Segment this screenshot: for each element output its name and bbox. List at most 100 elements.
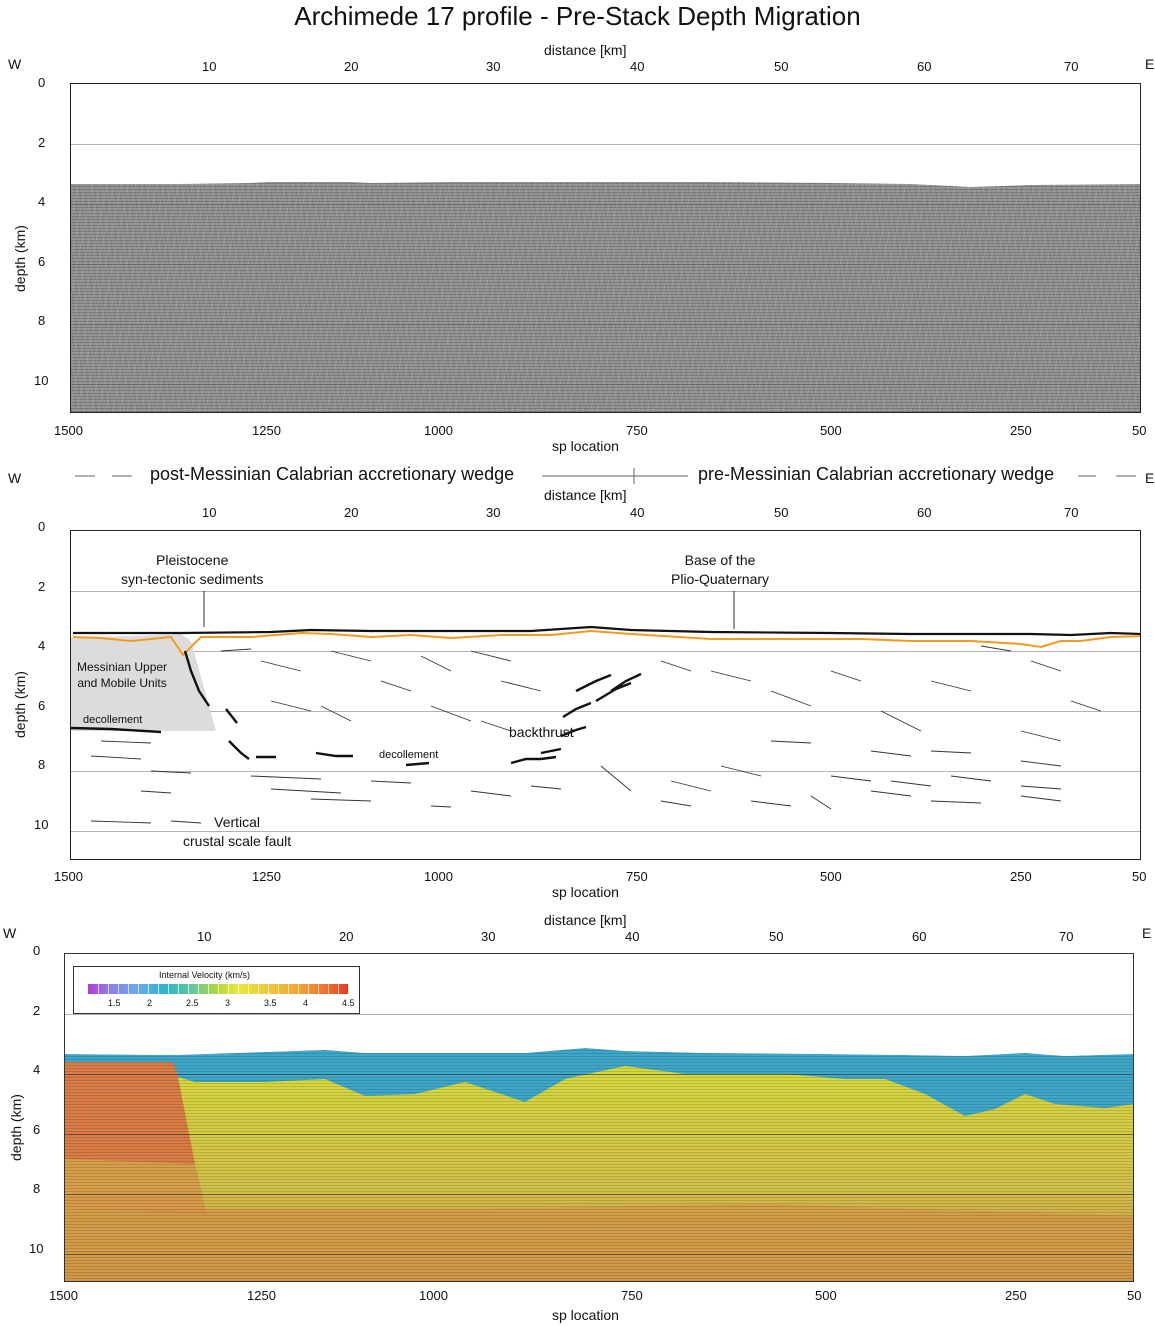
- legend-bin-divider: [278, 984, 279, 994]
- page-title: Archimede 17 profile - Pre-Stack Depth M…: [294, 1, 861, 31]
- distance-tick: 30: [486, 59, 501, 74]
- sp-axis-label: sp location: [552, 884, 619, 900]
- depth-ticks: 0 2 4 6 8 10: [0, 460, 60, 880]
- legend-bin-divider: [148, 984, 149, 994]
- sp-tick: 250: [1010, 423, 1032, 438]
- sp-tick: 50: [1132, 423, 1147, 438]
- plio-base-line: [72, 629, 1140, 657]
- sp-tick: 1000: [424, 869, 453, 884]
- distance-tick: 40: [625, 929, 640, 944]
- distance-tick: 40: [630, 505, 645, 520]
- legend-bin-divider: [218, 984, 219, 994]
- distance-tick: 30: [481, 929, 496, 944]
- legend-bin-divider: [178, 984, 179, 994]
- legend-bin-divider: [258, 984, 259, 994]
- distance-tick: 10: [202, 505, 217, 520]
- distance-ticks: 10 20 30 40 50 60 70: [0, 506, 1155, 522]
- sp-tick: 500: [820, 423, 842, 438]
- distance-axis-label: distance [km]: [544, 912, 627, 928]
- legend-bin-divider: [168, 984, 169, 994]
- depth-axis-label: depth (km): [12, 671, 28, 738]
- distance-tick: 10: [202, 59, 217, 74]
- pleistocene-label: Pleistocene syn-tectonic sediments: [121, 552, 264, 587]
- sp-ticks: 1500 1250 1000 750 500 250 50: [0, 870, 1155, 886]
- east-label: E: [1145, 470, 1155, 486]
- sp-tick: 1250: [247, 1288, 276, 1303]
- depth-tick: 8: [38, 313, 46, 328]
- velocity-plot: Internal Velocity (km/s) 1.5 2 2.5 3 3.5 4 4.5: [64, 953, 1134, 1282]
- sp-tick: 1000: [424, 423, 453, 438]
- sp-tick: 50: [1132, 869, 1147, 884]
- legend-bin-divider: [308, 984, 309, 994]
- depth-tick: 10: [34, 372, 49, 388]
- depth-tick: 8: [33, 1181, 41, 1196]
- panel-interpretation: W E post-Messinian Calabrian accretionar…: [0, 460, 1155, 910]
- sp-ticks: 1500 1250 1000 750 500 250 50: [0, 424, 1155, 440]
- sp-tick: 1250: [252, 423, 281, 438]
- backthrust-label: backthrust: [509, 724, 574, 740]
- east-label: E: [1145, 56, 1155, 72]
- distance-tick: 50: [774, 505, 789, 520]
- distance-axis-label: distance [km]: [544, 487, 627, 503]
- distance-tick: 60: [912, 929, 927, 944]
- west-label: W: [3, 925, 17, 941]
- distance-tick: 70: [1064, 505, 1079, 520]
- legend-bin-divider: [238, 984, 239, 994]
- distance-tick: 30: [486, 505, 501, 520]
- depth-tick: 4: [38, 194, 46, 209]
- sp-tick: 1250: [252, 869, 281, 884]
- distance-axis-label: distance [km]: [544, 42, 627, 58]
- sp-tick: 50: [1127, 1288, 1142, 1303]
- sp-ticks: 1500 1250 1000 750 500 250 50: [0, 1289, 1150, 1305]
- distance-ticks: 10 20 30 40 50 60 70: [0, 60, 1155, 76]
- legend-tick: 1.5: [108, 998, 121, 1008]
- legend-tick: 4.5: [342, 998, 355, 1008]
- depth-tick: 2: [38, 578, 46, 594]
- legend-bin-divider: [208, 984, 209, 994]
- legend-bin-divider: [328, 984, 329, 994]
- distance-tick: 20: [344, 505, 359, 520]
- depth-tick: 10: [34, 816, 49, 832]
- wedge-divider: [75, 468, 1136, 484]
- interpretation-plot: Pleistocene syn-tectonic sediments Base …: [70, 530, 1141, 860]
- legend-tick: 2.5: [186, 998, 199, 1008]
- depth-tick: 6: [38, 697, 46, 713]
- depth-tick: 0: [38, 519, 46, 534]
- sp-tick: 1500: [54, 423, 83, 438]
- seafloor-line: [73, 625, 1140, 637]
- legend-bin-divider: [188, 984, 189, 994]
- legend-bin-divider: [108, 984, 109, 994]
- legend-tick: 4: [303, 998, 309, 1008]
- legend-bin-divider: [248, 984, 249, 994]
- east-label: E: [1142, 925, 1152, 941]
- depth-ticks: 0 2 4 6 8 10: [0, 905, 55, 1305]
- depth-tick: 8: [38, 757, 46, 772]
- sp-tick: 250: [1010, 869, 1032, 884]
- depth-tick: 4: [38, 638, 46, 653]
- legend-ticks: 1.5 2 2.5 3 3.5 4 4.5: [74, 998, 359, 1010]
- legend-bin-divider: [318, 984, 319, 994]
- depth-tick: 6: [33, 1121, 41, 1137]
- depth-tick: 0: [38, 75, 46, 90]
- distance-tick: 10: [197, 929, 212, 944]
- velocity-legend: Internal Velocity (km/s) 1.5 2 2.5 3 3.5 4 4.5: [73, 966, 360, 1014]
- legend-bin-divider: [128, 984, 129, 994]
- depth-tick: 6: [38, 253, 46, 269]
- legend-tick: 3.5: [264, 998, 277, 1008]
- sp-tick: 1500: [54, 869, 83, 884]
- depth-axis-label: depth (km): [8, 1094, 24, 1161]
- depth-axis-label: depth (km): [12, 225, 28, 292]
- interpretation-lines: [71, 591, 1140, 824]
- messinian-units-label: Messinian Upper and Mobile Units: [77, 660, 168, 690]
- distance-ticks: 10 20 30 40 50 60 70: [0, 930, 1150, 946]
- sp-axis-label: sp location: [552, 1307, 619, 1323]
- decollement-mid-label: decollement: [379, 749, 439, 761]
- distance-tick: 20: [344, 59, 359, 74]
- distance-tick: 70: [1059, 929, 1074, 944]
- panel-seismic: W E distance [km] 10 20 30 40 50 60 70 0 2 4 6 8 10…: [0, 40, 1155, 460]
- base-plio-quaternary-label: Base of the Plio-Quaternary: [671, 552, 770, 587]
- depth-ticks: 0 2 4 6 8 10: [0, 40, 60, 440]
- sp-tick: 250: [1005, 1288, 1027, 1303]
- sp-tick: 1000: [419, 1288, 448, 1303]
- legend-colorbar: [88, 984, 348, 994]
